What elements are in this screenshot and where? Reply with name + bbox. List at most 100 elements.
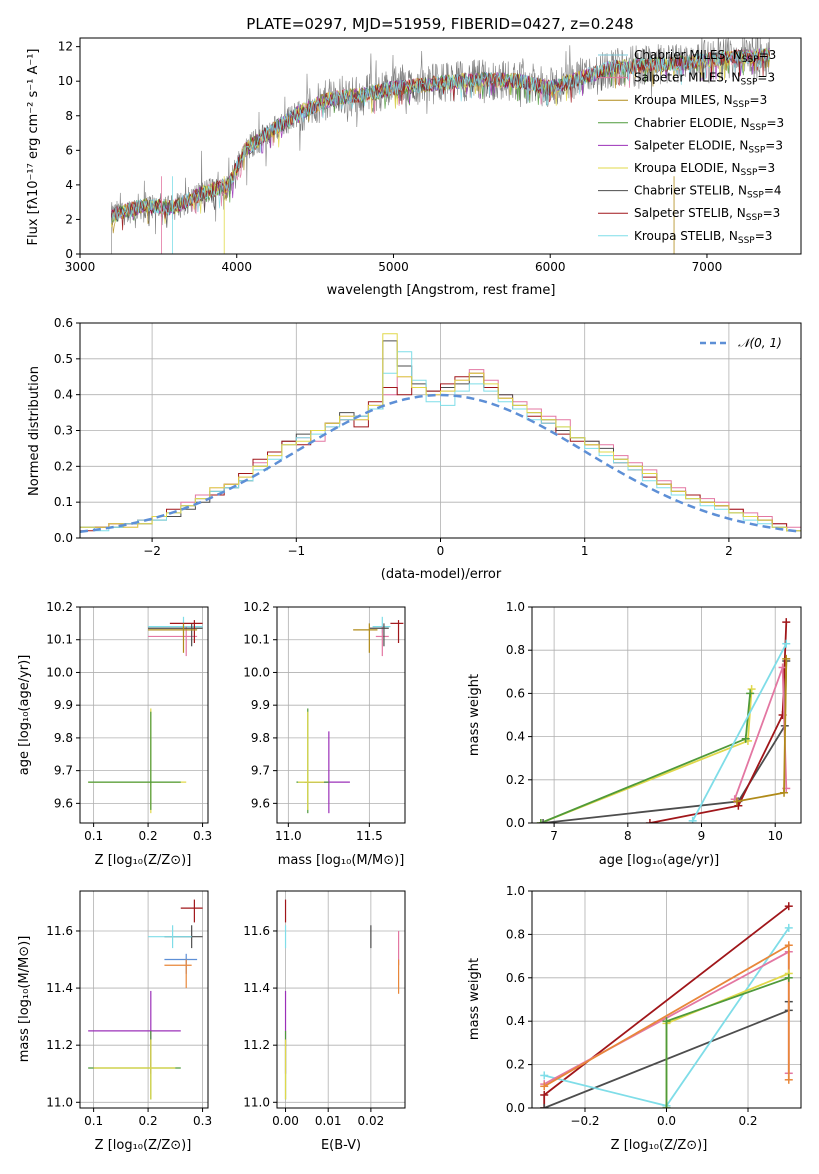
- residual-panel: −2 −1 0 1 2 0.0 0.1 0.2 0.3 0.4 0.5 0.6 (data-model…: [27, 316, 802, 582]
- mass-vs-ebv-ytick-label: 11.0: [243, 1095, 270, 1109]
- residual-ytick-label: 0.0: [54, 531, 73, 545]
- mass-weight-vs-age-series-line: [649, 622, 788, 823]
- mass-weight-vs-age-ytick-label: 0.6: [506, 686, 525, 700]
- legend-label: Salpeter ELODIE, NSSP=3: [634, 138, 783, 155]
- age-vs-Z-ytick-label: 9.6: [54, 796, 73, 810]
- mass-vs-ebv-ytick-label: 11.2: [243, 1038, 270, 1052]
- legend-subscript: SSP: [741, 168, 758, 178]
- age-vs-Z-ytick-label: 9.9: [54, 698, 73, 712]
- age-vs-Z-panel: 0.1 0.2 0.3 9.6 9.7 9.8 9.9 10.0 10.1 10.2 Z [log…: [17, 600, 212, 868]
- residual-xtick-label: 1: [581, 544, 589, 558]
- age-vs-mass-ytick-label: 9.9: [251, 698, 270, 712]
- spectrum-xtick-label: 4000: [221, 260, 252, 274]
- legend-label: Salpeter STELIB, NSSP=3: [634, 206, 780, 223]
- mass-weight-vs-age-frame: [531, 606, 802, 824]
- spectrum-ytick-label: 2: [65, 212, 73, 226]
- legend-label: Chabrier STELIB, NSSP=4: [634, 184, 782, 201]
- mass-vs-Z-xtick-label: 0.2: [139, 1114, 158, 1128]
- mass-vs-Z-xtick-label: 0.3: [193, 1114, 212, 1128]
- residual-xtick-label: 0: [437, 544, 445, 558]
- age-vs-mass-panel: 11.0 11.5 9.6 9.7 9.8 9.9 10.0 10.1 10.2 mass [l…: [243, 600, 406, 868]
- age-vs-Z-plot-area: 0.1 0.2 0.3 9.6 9.7 9.8 9.9 10.0 10.1 10.2: [46, 600, 212, 843]
- mass-weight-vs-Z-xtick-label: −0.2: [570, 1114, 599, 1128]
- mass-vs-ebv-xtick-label: 0.01: [315, 1114, 342, 1128]
- spectrum-xtick-label: 6000: [535, 260, 566, 274]
- legend-subscript: SSP: [733, 100, 750, 110]
- legend-count: =3: [757, 161, 775, 175]
- legend-count: =3: [763, 206, 781, 220]
- legend-count: =3: [750, 93, 768, 107]
- mass-weight-vs-Z-plot-area: −0.2 0.0 0.2 0.0 0.2 0.4 0.6 0.8 1.0: [506, 884, 802, 1128]
- mass-weight-vs-Z-panel: −0.2 0.0 0.2 0.0 0.2 0.4 0.6 0.8 1.0 Z [log₁₀(Z/…: [467, 884, 802, 1153]
- age-vs-mass-ytick-label: 10.1: [243, 633, 270, 647]
- residual-plot-area: −2 −1 0 1 2 0.0 0.1 0.2 0.3 0.4 0.5 0.6: [54, 316, 802, 558]
- mass-weight-vs-age-ytick-label: 1.0: [506, 600, 525, 614]
- mass-vs-ebv-xtick-label: 0.00: [272, 1114, 299, 1128]
- age-vs-Z-xtick-label: 0.3: [193, 829, 212, 843]
- age-vs-Z-ytick-label: 10.1: [46, 633, 73, 647]
- age-vs-mass-ytick-label: 9.6: [251, 796, 270, 810]
- age-vs-Z-ytick-label: 9.7: [54, 764, 73, 778]
- spectrum-marks: [110, 38, 771, 254]
- age-vs-mass-ytick-label: 10.0: [243, 665, 270, 679]
- mass-vs-ebv-frame: [276, 890, 406, 1109]
- spectrum-xtick-label: 3000: [65, 260, 96, 274]
- legend-count: =3: [755, 229, 773, 243]
- age-vs-Z-xtick-label: 0.1: [84, 829, 103, 843]
- legend-subscript: SSP: [746, 213, 763, 223]
- mass-weight-vs-age-ytick-label: 0.0: [506, 816, 525, 830]
- legend-count: =3: [765, 138, 783, 152]
- legend-label: Kroupa MILES, NSSP=3: [634, 93, 767, 110]
- mass-vs-Z-ytick-label: 11.6: [46, 924, 73, 938]
- residual-ytick-label: 0.4: [54, 388, 73, 402]
- mass-vs-Z-ylabel: mass [log₁₀(M/M⊙)]: [17, 936, 32, 1063]
- spectrum-xtick-label: 5000: [378, 260, 409, 274]
- residual-ytick-label: 0.3: [54, 424, 73, 438]
- mass-weight-vs-age-panel: 7 8 9 10 0.0 0.2 0.4 0.6 0.8 1.0 age [log₁₀(age/y…: [467, 600, 802, 868]
- residual-marks: [80, 333, 801, 538]
- residual-ytick-label: 0.1: [54, 495, 73, 509]
- age-vs-mass-ytick-label: 9.7: [251, 764, 270, 778]
- mass-weight-vs-Z-ylabel: mass weight: [467, 958, 482, 1040]
- spectrum-panel: 3000 4000 5000 6000 7000 0 2 4 6 8 10 12 wavelength…: [26, 37, 802, 298]
- mass-vs-Z-ytick-label: 11.0: [46, 1095, 73, 1109]
- age-vs-mass-plot-area: 11.0 11.5 9.6 9.7 9.8 9.9 10.0 10.1 10.2: [243, 600, 406, 843]
- mass-vs-Z-panel: 0.1 0.2 0.3 11.0 11.2 11.4 11.6 Z [log₁₀(Z/Z⊙)…: [17, 890, 212, 1153]
- mass-vs-Z-ytick-label: 11.2: [46, 1038, 73, 1052]
- mass-vs-ebv-marks: [284, 899, 400, 1100]
- residual-ylabel: Normed distribution: [27, 366, 42, 496]
- spectrum-xtick-label: 7000: [692, 260, 723, 274]
- residual-xtick-label: −1: [287, 544, 305, 558]
- mass-vs-Z-marks: [88, 899, 203, 1100]
- mass-vs-ebv-xtick-label: 0.02: [358, 1114, 385, 1128]
- legend-label: Salpeter MILES, NSSP=3: [634, 71, 775, 88]
- residual-xtick-label: 2: [725, 544, 733, 558]
- legend-label: Chabrier ELODIE, NSSP=3: [634, 116, 784, 133]
- mass-vs-ebv-plot-area: 0.00 0.01 0.02 11.0 11.2 11.4 11.6: [243, 890, 406, 1128]
- spectrum-legend: Chabrier MILES, NSSP=3 Salpeter MILES, NS…: [598, 48, 784, 246]
- mass-weight-vs-Z-series-line: [665, 972, 790, 1108]
- mass-weight-vs-age-marks: [536, 618, 791, 823]
- mass-weight-vs-Z-ytick-label: 0.6: [506, 971, 525, 985]
- residual-ytick-label: 0.5: [54, 352, 73, 366]
- mass-weight-vs-Z-marks: [540, 902, 793, 1108]
- legend-count: =3: [766, 116, 784, 130]
- mass-weight-vs-age-series-line: [691, 643, 788, 822]
- age-vs-Z-marks: [88, 616, 203, 814]
- mass-weight-vs-Z-ytick-label: 0.0: [506, 1101, 525, 1115]
- age-vs-mass-marks: [296, 616, 404, 814]
- legend-subscript: SSP: [742, 55, 759, 65]
- mass-vs-ebv-ytick-label: 11.6: [243, 924, 270, 938]
- mass-weight-vs-age-ytick-label: 0.2: [506, 773, 525, 787]
- legend-count: =3: [759, 48, 777, 62]
- legend-label: Kroupa STELIB, NSSP=3: [634, 229, 772, 246]
- age-vs-mass-xtick-label: 11.5: [356, 829, 383, 843]
- residual-xlabel: (data-model)/error: [381, 567, 502, 582]
- legend-subscript: SSP: [738, 236, 755, 246]
- age-vs-mass-ytick-label: 9.8: [251, 731, 270, 745]
- spectrum-ytick-label: 12: [58, 40, 73, 54]
- legend-subscript: SSP: [750, 123, 767, 133]
- mass-weight-vs-Z-ytick-label: 0.4: [506, 1014, 525, 1028]
- mass-vs-Z-xlabel: Z [log₁₀(Z/Z⊙)]: [95, 1138, 192, 1153]
